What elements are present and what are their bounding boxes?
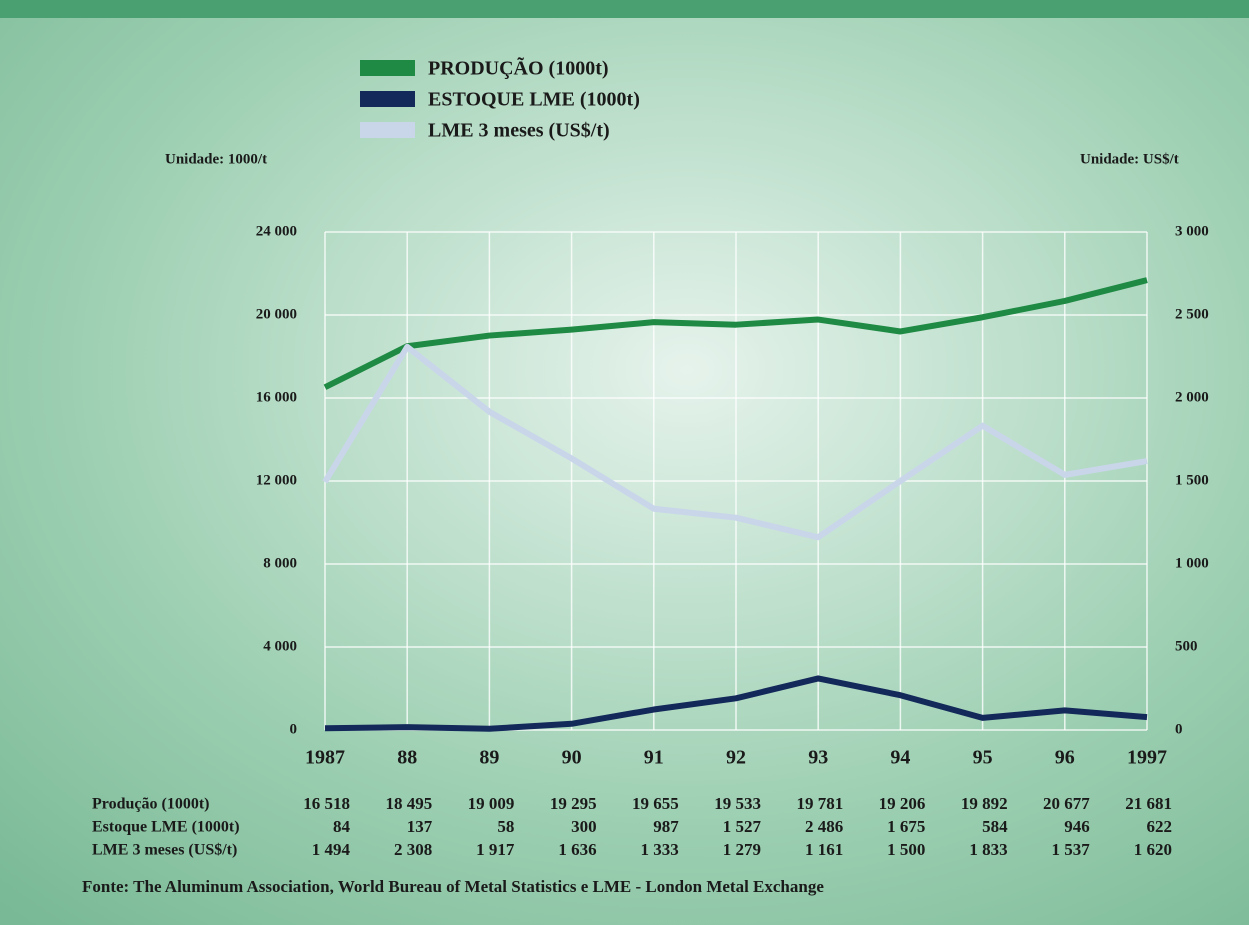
- table-cell: 20 677: [1043, 794, 1090, 813]
- table-cell: 21 681: [1125, 794, 1172, 813]
- legend-label: PRODUÇÃO (1000t): [428, 57, 609, 80]
- table-cell: 1 917: [476, 840, 515, 859]
- y-tick-label: 20 000: [256, 306, 297, 322]
- table-cell: 1 333: [641, 840, 679, 859]
- table-cell: 19 781: [796, 794, 843, 813]
- y2-tick-label: 1 000: [1175, 555, 1209, 571]
- x-tick-label: 96: [1055, 747, 1075, 769]
- legend-label: LME 3 meses (US$/t): [428, 120, 610, 142]
- table-row-label: LME 3 meses (US$/t): [92, 842, 237, 859]
- table-cell: 946: [1064, 817, 1090, 836]
- y-tick-label: 8 000: [263, 555, 297, 571]
- table-cell: 19 892: [961, 794, 1008, 813]
- table-cell: 2 486: [805, 817, 843, 836]
- table-cell: 622: [1147, 817, 1173, 836]
- y2-tick-label: 3 000: [1175, 223, 1209, 239]
- x-tick-label: 88: [397, 747, 417, 769]
- y2-tick-label: 0: [1175, 721, 1183, 737]
- table-row-label: Produção (1000t): [92, 796, 209, 813]
- table-cell: 18 495: [385, 794, 432, 813]
- y-tick-label: 16 000: [256, 389, 297, 405]
- table-cell: 137: [407, 817, 433, 836]
- table-cell: 987: [653, 817, 679, 836]
- x-tick-label: 93: [808, 747, 828, 769]
- table-cell: 1 161: [805, 840, 843, 859]
- table-cell: 1 620: [1134, 840, 1172, 859]
- x-tick-label: 1987: [305, 747, 345, 769]
- x-tick-label: 1997: [1127, 747, 1167, 769]
- table-cell: 1 537: [1052, 840, 1091, 859]
- table-cell: 19 533: [714, 794, 761, 813]
- y-tick-label: 0: [290, 721, 298, 737]
- x-tick-label: 94: [890, 747, 910, 769]
- table-cell: 16 518: [303, 794, 350, 813]
- table-cell: 1 675: [887, 817, 925, 836]
- legend-swatch: [360, 60, 415, 76]
- table-cell: 58: [497, 817, 514, 836]
- y-unit: Unidade: 1000/t: [165, 151, 267, 167]
- x-tick-label: 91: [644, 747, 664, 769]
- y2-tick-label: 2 500: [1175, 306, 1209, 322]
- table-cell: 19 295: [550, 794, 597, 813]
- table-cell: 1 500: [887, 840, 925, 859]
- table-cell: 84: [333, 817, 351, 836]
- legend-swatch: [360, 122, 415, 138]
- y2-tick-label: 2 000: [1175, 389, 1209, 405]
- y2-tick-label: 500: [1175, 638, 1198, 654]
- series-line: [323, 277, 1148, 390]
- legend-label: ESTOQUE LME (1000t): [428, 89, 640, 111]
- table-cell: 2 308: [394, 840, 432, 859]
- x-tick-label: 95: [973, 747, 993, 769]
- table-cell: 584: [982, 817, 1008, 836]
- x-tick-label: 90: [562, 747, 582, 769]
- y2-unit: Unidade: US$/t: [1080, 151, 1179, 167]
- x-tick-label: 92: [726, 747, 746, 769]
- table-cell: 19 655: [632, 794, 679, 813]
- y-tick-label: 24 000: [256, 223, 297, 239]
- y-tick-label: 4 000: [263, 638, 297, 654]
- series-line: [322, 343, 1148, 541]
- table-cell: 1 527: [723, 817, 762, 836]
- y-tick-label: 12 000: [256, 472, 297, 488]
- table-row-label: Estoque LME (1000t): [92, 819, 240, 836]
- table-cell: 1 833: [969, 840, 1007, 859]
- table-cell: 1 279: [723, 840, 761, 859]
- y2-tick-label: 1 500: [1175, 472, 1209, 488]
- table-cell: 300: [571, 817, 597, 836]
- table-cell: 1 494: [312, 840, 351, 859]
- table-cell: 1 636: [558, 840, 596, 859]
- table-cell: 19 206: [879, 794, 926, 813]
- table-cell: 19 009: [468, 794, 515, 813]
- source: Fonte: The Aluminum Association, World B…: [82, 877, 824, 896]
- legend-swatch: [360, 91, 415, 107]
- x-tick-label: 89: [479, 747, 499, 769]
- top-band: [0, 0, 1249, 18]
- series-line: [324, 675, 1148, 732]
